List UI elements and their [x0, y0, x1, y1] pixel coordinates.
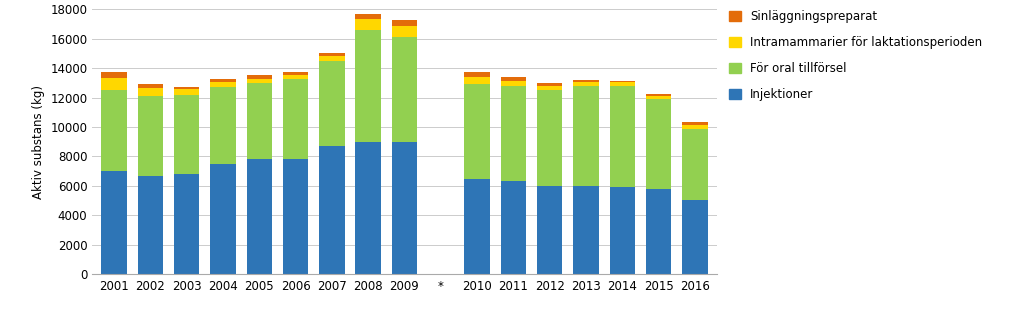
Bar [682, 200, 708, 274]
Bar [247, 159, 272, 274]
Bar [682, 122, 708, 125]
Bar [174, 89, 200, 95]
Bar [392, 26, 417, 37]
Bar [609, 81, 635, 82]
Bar [392, 142, 417, 274]
Bar [319, 61, 344, 146]
Bar [537, 83, 562, 86]
Bar [501, 181, 526, 274]
Bar [465, 84, 489, 179]
Bar [465, 72, 489, 77]
Bar [283, 72, 308, 75]
Bar [174, 87, 200, 89]
Bar [646, 99, 672, 189]
Bar [247, 83, 272, 159]
Bar [319, 146, 344, 274]
Legend: Sinläggningspreparat, Intramammarier för laktationsperioden, För oral tillförsel: Sinläggningspreparat, Intramammarier för… [729, 10, 982, 101]
Bar [646, 94, 672, 96]
Bar [247, 79, 272, 83]
Bar [573, 80, 599, 82]
Bar [355, 142, 381, 274]
Bar [101, 78, 127, 90]
Bar [465, 179, 489, 274]
Bar [609, 86, 635, 187]
Bar [210, 87, 236, 164]
Bar [210, 79, 236, 82]
Bar [682, 129, 708, 200]
Bar [137, 88, 163, 96]
Bar [609, 187, 635, 274]
Bar [537, 186, 562, 274]
Bar [682, 125, 708, 129]
Bar [101, 72, 127, 78]
Bar [465, 77, 489, 84]
Bar [210, 82, 236, 87]
Bar [646, 189, 672, 274]
Bar [355, 14, 381, 19]
Bar [573, 82, 599, 86]
Bar [501, 77, 526, 81]
Bar [609, 82, 635, 86]
Bar [573, 86, 599, 186]
Bar [247, 75, 272, 79]
Bar [501, 81, 526, 86]
Bar [392, 37, 417, 142]
Bar [537, 86, 562, 90]
Bar [137, 96, 163, 175]
Bar [537, 90, 562, 186]
Bar [355, 19, 381, 30]
Bar [174, 95, 200, 174]
Bar [137, 84, 163, 88]
Bar [101, 90, 127, 171]
Bar [319, 56, 344, 61]
Y-axis label: Aktiv substans (kg): Aktiv substans (kg) [32, 85, 45, 199]
Bar [137, 175, 163, 274]
Bar [174, 174, 200, 274]
Bar [210, 164, 236, 274]
Bar [573, 186, 599, 274]
Bar [283, 75, 308, 78]
Bar [501, 86, 526, 181]
Bar [283, 159, 308, 274]
Bar [319, 53, 344, 56]
Bar [392, 20, 417, 26]
Bar [283, 78, 308, 159]
Bar [355, 30, 381, 142]
Bar [646, 96, 672, 99]
Bar [101, 171, 127, 274]
